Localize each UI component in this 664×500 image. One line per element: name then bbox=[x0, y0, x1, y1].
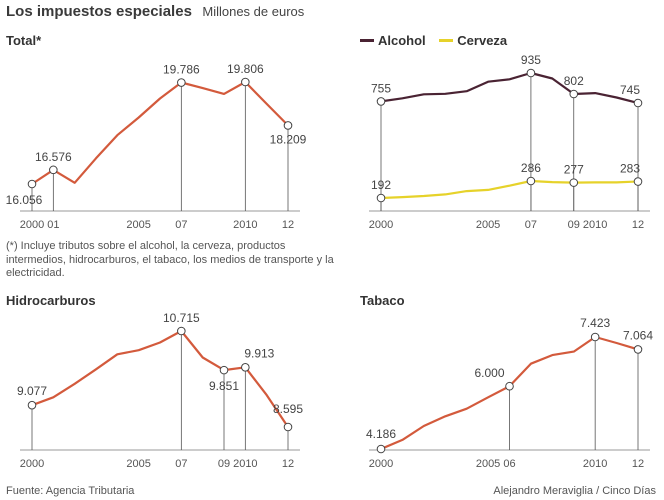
point-marker-hidrocarburos-0-0 bbox=[27, 400, 37, 410]
tick-label-tabaco-2005: 2005 bbox=[476, 458, 500, 470]
tick-label-hidrocarburos-2005: 2005 bbox=[126, 458, 150, 470]
tick-label-total-2001: 01 bbox=[47, 219, 59, 231]
panel-hidrocarburos: 2000 2005 07 09 2010 12 9.077 10.715 9.851 9.913 8… bbox=[17, 311, 303, 470]
tick-label-hidrocarburos-2010: 2010 bbox=[233, 458, 257, 470]
source-note: Fuente: Agencia Tributaria bbox=[6, 485, 135, 497]
panel-title-tabaco: Tabaco bbox=[360, 293, 405, 308]
credit-note: Alejandro Meraviglia / Cinco Días bbox=[493, 485, 656, 497]
chart-header: Los impuestos especiales Millones de eur… bbox=[6, 3, 304, 21]
series-line-alcohol_cerveza-0 bbox=[380, 71, 639, 105]
data-label-hidrocarburos-0-0: 9.077 bbox=[17, 384, 47, 398]
point-marker-alcohol_cerveza-1-9 bbox=[569, 178, 579, 187]
tick-label-total-2010: 2010 bbox=[233, 219, 257, 231]
tick-label-alcohol_cerveza-2009: 09 bbox=[568, 219, 580, 231]
point-marker-hidrocarburos-0-7 bbox=[177, 326, 186, 336]
data-label-total-0-12: 18.209 bbox=[270, 132, 307, 146]
point-marker-hidrocarburos-0-9 bbox=[219, 365, 229, 375]
tick-label-tabaco-2000: 2000 bbox=[369, 458, 393, 470]
point-marker-alcohol_cerveza-1-12 bbox=[633, 177, 643, 186]
point-marker-tabaco-0-10 bbox=[590, 332, 600, 342]
data-label-hidrocarburos-0-9: 9.851 bbox=[209, 379, 239, 393]
data-label-tabaco-0-10: 7.423 bbox=[580, 316, 610, 330]
point-marker-alcohol_cerveza-0-0 bbox=[376, 97, 386, 106]
point-marker-alcohol_cerveza-0-7 bbox=[526, 68, 536, 78]
point-marker-tabaco-0-6 bbox=[505, 381, 514, 391]
data-label-total-0-0: 16.056 bbox=[6, 193, 43, 207]
legend-item-cerveza: Cerveza bbox=[439, 33, 507, 48]
point-marker-alcohol_cerveza-0-9 bbox=[569, 89, 579, 99]
data-label-alcohol_cerveza-0-9: 802 bbox=[564, 74, 584, 88]
point-marker-total-0-1 bbox=[49, 165, 58, 175]
point-marker-tabaco-0-0 bbox=[376, 444, 386, 454]
legend-label-cerveza: Cerveza bbox=[457, 33, 508, 48]
legend-label-alcohol: Alcohol bbox=[378, 33, 426, 48]
tick-label-total-2012: 12 bbox=[282, 219, 294, 231]
tick-label-alcohol_cerveza-2007: 07 bbox=[525, 219, 537, 231]
point-marker-total-0-0 bbox=[27, 179, 37, 189]
point-marker-alcohol_cerveza-1-7 bbox=[526, 176, 536, 186]
data-label-alcohol_cerveza-0-0: 755 bbox=[371, 81, 391, 95]
tick-label-alcohol_cerveza-2005: 2005 bbox=[476, 219, 500, 231]
data-label-total-0-7: 19.786 bbox=[163, 63, 200, 77]
panel-alcohol_cerveza: 2000 2005 07 09 2010 12 755 935 802 745 192 286 277 2… bbox=[369, 53, 650, 231]
data-label-hidrocarburos-0-10: 9.913 bbox=[244, 346, 274, 360]
tick-label-hidrocarburos-2012: 12 bbox=[282, 458, 294, 470]
legend-swatch-alcohol bbox=[360, 39, 374, 43]
tick-label-alcohol_cerveza-2010: 2010 bbox=[583, 219, 607, 231]
point-marker-hidrocarburos-0-10 bbox=[241, 363, 250, 372]
tick-label-hidrocarburos-2009: 09 bbox=[218, 458, 230, 470]
tick-label-total-2000: 2000 bbox=[20, 219, 44, 231]
data-label-hidrocarburos-0-12: 8.595 bbox=[273, 402, 303, 416]
data-label-alcohol_cerveza-0-7: 935 bbox=[521, 53, 541, 67]
tick-label-hidrocarburos-2007: 07 bbox=[175, 458, 187, 470]
point-marker-hidrocarburos-0-12 bbox=[283, 422, 293, 432]
legend: Alcohol Cerveza bbox=[360, 33, 517, 48]
series-line-alcohol_cerveza-1 bbox=[380, 179, 639, 200]
point-marker-alcohol_cerveza-0-12 bbox=[633, 98, 643, 108]
point-marker-total-0-12 bbox=[283, 121, 293, 130]
point-marker-total-0-7 bbox=[177, 78, 186, 87]
data-label-tabaco-0-12: 7.064 bbox=[623, 328, 653, 342]
data-label-total-0-10: 19.806 bbox=[227, 62, 264, 76]
tick-label-alcohol_cerveza-2000: 2000 bbox=[369, 219, 393, 231]
data-label-alcohol_cerveza-1-0: 192 bbox=[371, 178, 391, 192]
footnote: (*) Incluye tributos sobre el alcohol, l… bbox=[6, 240, 334, 279]
data-label-tabaco-0-6: 6.000 bbox=[474, 366, 504, 380]
tick-label-tabaco-2010: 2010 bbox=[583, 458, 607, 470]
panel-tabaco: 2000 2005 06 2010 12 4.186 6.000 7.423 7.064 bbox=[366, 316, 653, 470]
tick-label-hidrocarburos-2000: 2000 bbox=[20, 458, 44, 470]
units-label: Millones de euros bbox=[202, 4, 305, 19]
data-label-alcohol_cerveza-1-7: 286 bbox=[521, 161, 541, 175]
tick-label-total-2007: 07 bbox=[175, 219, 187, 231]
panel-title-total: Total* bbox=[6, 33, 42, 48]
data-label-hidrocarburos-0-7: 10.715 bbox=[163, 311, 200, 325]
legend-item-alcohol: Alcohol bbox=[360, 33, 426, 48]
tick-label-tabaco-2006: 06 bbox=[503, 458, 515, 470]
data-label-total-0-1: 16.576 bbox=[35, 150, 72, 164]
panel-title-hidrocarburos: Hidrocarburos bbox=[6, 293, 96, 308]
series-line-total-0 bbox=[31, 80, 289, 185]
point-marker-tabaco-0-12 bbox=[633, 345, 643, 354]
point-marker-alcohol_cerveza-1-0 bbox=[376, 193, 386, 203]
panel-total: 2000 01 2005 07 2010 12 16.056 16.576 19.786 19.8… bbox=[6, 62, 307, 231]
legend-swatch-cerveza bbox=[439, 39, 454, 43]
main-title: Los impuestos especiales bbox=[6, 3, 192, 20]
data-label-alcohol_cerveza-1-9: 277 bbox=[564, 163, 584, 177]
data-label-alcohol_cerveza-1-12: 283 bbox=[620, 162, 640, 176]
tick-label-total-2005: 2005 bbox=[126, 219, 150, 231]
tick-label-tabaco-2012: 12 bbox=[632, 458, 644, 470]
point-marker-total-0-10 bbox=[241, 77, 250, 87]
tick-label-alcohol_cerveza-2012: 12 bbox=[632, 219, 644, 231]
data-label-alcohol_cerveza-0-12: 745 bbox=[620, 83, 640, 97]
data-label-tabaco-0-0: 4.186 bbox=[366, 427, 396, 441]
